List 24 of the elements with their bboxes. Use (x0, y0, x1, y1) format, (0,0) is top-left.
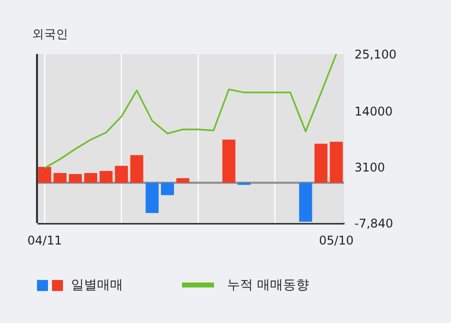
line-series (44, 53, 338, 169)
bar (330, 142, 343, 183)
bar (160, 182, 174, 196)
bar (222, 140, 236, 183)
y-tick-label: -7,840 (354, 216, 394, 230)
chart-title: 외국인 (32, 27, 68, 41)
bar (314, 144, 328, 183)
bar (299, 182, 312, 222)
legend-label: 일별매매 (71, 278, 123, 293)
bar (38, 166, 52, 183)
y-tick-label: 25,100 (354, 48, 396, 62)
bar (114, 166, 128, 183)
bar (100, 170, 113, 183)
bar (68, 174, 82, 183)
bar (84, 173, 98, 183)
bar (130, 155, 144, 183)
bar (54, 173, 67, 183)
y-tick-label: 14000 (354, 104, 393, 118)
bar (146, 182, 159, 214)
legend-label: 누적 매매동향 (227, 278, 310, 293)
y-tick-label: 3100 (354, 160, 386, 174)
x-tick-label: 05/10 (319, 234, 354, 248)
bar (176, 178, 190, 183)
x-tick-label: 04/11 (27, 234, 62, 248)
